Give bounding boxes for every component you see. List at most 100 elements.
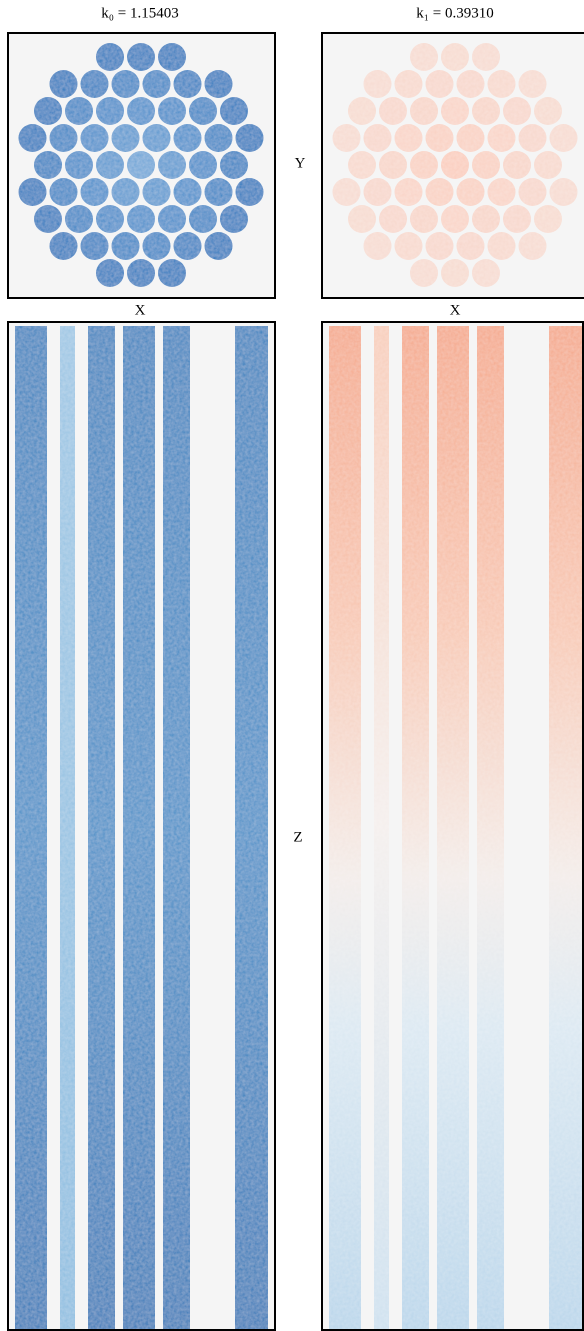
- pin: [158, 205, 186, 233]
- pin: [65, 205, 93, 233]
- pin: [220, 97, 248, 125]
- z-axis-label: Z: [293, 829, 302, 845]
- pin: [488, 124, 516, 152]
- pin: [158, 97, 186, 125]
- pin: [395, 124, 423, 152]
- pin: [81, 178, 109, 206]
- pin: [96, 151, 124, 179]
- pin: [348, 205, 376, 233]
- stripe: [402, 326, 429, 1329]
- pin: [65, 151, 93, 179]
- pin: [174, 232, 202, 260]
- panel-title: k₀ = 1.15403: [101, 5, 178, 21]
- stripe: [15, 326, 47, 1329]
- pin: [143, 232, 171, 260]
- pin: [519, 70, 547, 98]
- panels: [8, 33, 584, 1331]
- pin: [457, 124, 485, 152]
- pin: [127, 43, 155, 71]
- stripe: [163, 326, 190, 1329]
- pin: [127, 205, 155, 233]
- pin: [189, 97, 217, 125]
- pin: [34, 97, 62, 125]
- stripe: [60, 326, 75, 1329]
- pin: [395, 232, 423, 260]
- pin: [81, 70, 109, 98]
- pin: [472, 205, 500, 233]
- stripe: [374, 326, 389, 1329]
- pin: [236, 178, 264, 206]
- pin: [143, 124, 171, 152]
- pin: [96, 259, 124, 287]
- pin: [410, 205, 438, 233]
- pin: [112, 178, 140, 206]
- pin: [189, 151, 217, 179]
- stripe: [477, 326, 504, 1329]
- pin: [174, 124, 202, 152]
- pin: [426, 232, 454, 260]
- pin: [488, 178, 516, 206]
- pin: [127, 259, 155, 287]
- pin: [441, 97, 469, 125]
- pin: [112, 70, 140, 98]
- stripe: [549, 326, 582, 1329]
- pin: [426, 70, 454, 98]
- pin: [503, 205, 531, 233]
- stripe: [235, 326, 268, 1329]
- pin: [50, 232, 78, 260]
- pin: [410, 43, 438, 71]
- stripe: [437, 326, 469, 1329]
- panel-title: k₁ = 0.39310: [416, 5, 493, 21]
- stripe: [123, 326, 155, 1329]
- pin: [96, 97, 124, 125]
- pin: [236, 124, 264, 152]
- pin: [410, 97, 438, 125]
- pin: [426, 178, 454, 206]
- pin: [205, 178, 233, 206]
- pin: [112, 232, 140, 260]
- stripe: [329, 326, 361, 1329]
- pin: [333, 178, 361, 206]
- pin: [534, 151, 562, 179]
- pin: [441, 205, 469, 233]
- pin: [220, 151, 248, 179]
- pin: [19, 124, 47, 152]
- pin: [65, 97, 93, 125]
- pin: [127, 151, 155, 179]
- pin: [81, 232, 109, 260]
- pin: [519, 124, 547, 152]
- pin: [534, 205, 562, 233]
- pin: [50, 178, 78, 206]
- pin: [220, 205, 248, 233]
- pin: [364, 232, 392, 260]
- pin: [143, 70, 171, 98]
- pin: [519, 178, 547, 206]
- pin: [472, 151, 500, 179]
- pin: [81, 124, 109, 152]
- pin: [457, 178, 485, 206]
- pin: [441, 151, 469, 179]
- pin: [410, 151, 438, 179]
- pin: [457, 70, 485, 98]
- pin: [127, 97, 155, 125]
- pin: [519, 232, 547, 260]
- pin: [364, 178, 392, 206]
- pin: [379, 97, 407, 125]
- pin: [488, 232, 516, 260]
- pin: [534, 97, 562, 125]
- pin: [472, 97, 500, 125]
- pin: [50, 70, 78, 98]
- pin: [395, 70, 423, 98]
- pin: [550, 124, 578, 152]
- pin: [441, 43, 469, 71]
- pin: [426, 124, 454, 152]
- pin: [143, 178, 171, 206]
- pin: [441, 259, 469, 287]
- x-axis-label: X: [450, 302, 461, 318]
- pin: [112, 124, 140, 152]
- pin: [364, 70, 392, 98]
- pin: [379, 151, 407, 179]
- pin: [50, 124, 78, 152]
- pin: [205, 70, 233, 98]
- x-axis-label: X: [135, 302, 146, 318]
